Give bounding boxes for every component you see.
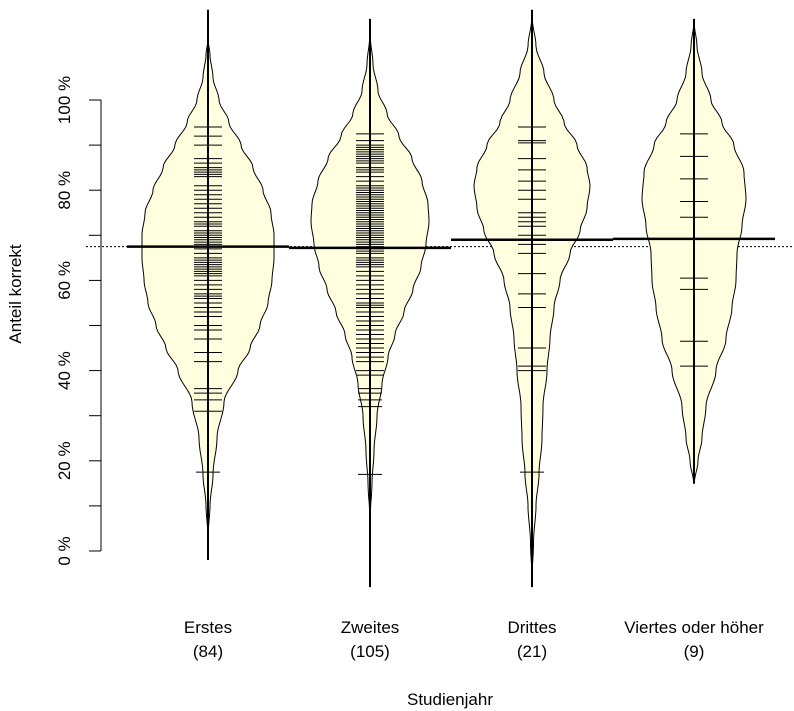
bean-erstes — [127, 9, 289, 561]
bean-viertes-oder-höher — [613, 18, 775, 484]
category-count-label: (84) — [193, 642, 223, 661]
category-label: Erstes — [184, 618, 232, 637]
y-tick-label: 0 % — [55, 536, 74, 565]
bean-drittes — [451, 9, 613, 588]
x-axis-title: Studienjahr — [407, 690, 493, 709]
category-label: Zweites — [341, 618, 400, 637]
y-tick-label: 40 % — [55, 351, 74, 390]
category-count-label: (105) — [350, 642, 390, 661]
y-tick-label: 60 % — [55, 261, 74, 300]
y-axis-title: Anteil korrekt — [6, 244, 25, 343]
y-tick-label: 80 % — [55, 171, 74, 210]
y-axis: 0 % 20 % 40 % 60 % 80 % 100 % — [55, 76, 102, 566]
x-axis-labels: Erstes (84) Zweites (105) Drittes (21) Viertes… — [184, 618, 764, 661]
y-tick-label: 20 % — [55, 441, 74, 480]
y-tick-label: 100 % — [55, 76, 74, 124]
beans — [86, 9, 792, 588]
category-label: Drittes — [507, 618, 556, 637]
bean-zweites — [289, 18, 451, 588]
category-count-label: (9) — [684, 642, 705, 661]
category-label: Viertes oder höher — [624, 618, 764, 637]
category-count-label: (21) — [517, 642, 547, 661]
